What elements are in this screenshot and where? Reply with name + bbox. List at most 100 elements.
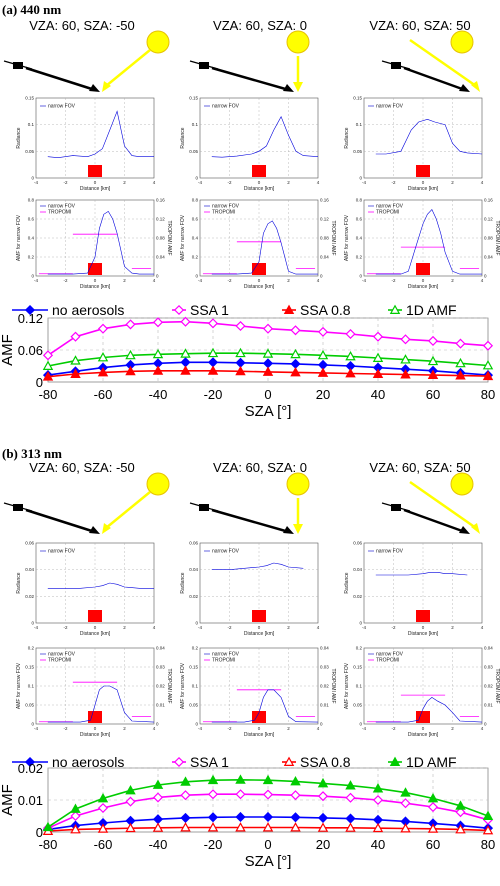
x-tick-label: 2 xyxy=(287,726,290,731)
x-tick-label: -40 xyxy=(149,387,168,402)
amf-distance-plot: -4 -2 0 2 400.050.10.150.200.010.020.030.04T… xyxy=(344,646,500,739)
legend-label: TROPOMI xyxy=(376,210,399,216)
x-tick-label: 0 xyxy=(264,837,271,852)
y-axis-label: AMF for narrow FOV xyxy=(180,662,186,709)
narrow-fov-curve xyxy=(375,572,468,576)
y-axis-label: Radiance xyxy=(344,572,350,593)
view-arrowhead xyxy=(89,526,100,534)
y-tick-label: 0.12 xyxy=(18,311,43,326)
data-point xyxy=(125,319,136,330)
narrow-fov-curve xyxy=(211,689,319,723)
x-tick-label: -20 xyxy=(204,837,223,852)
y-tick-label: 0.02 xyxy=(189,594,198,599)
view-arrowhead xyxy=(89,84,100,92)
data-point xyxy=(97,802,109,814)
view-arrowhead xyxy=(459,526,470,534)
x-tick-label: 40 xyxy=(371,837,385,852)
data-point xyxy=(290,348,301,359)
y-axis-label: Radiance xyxy=(16,572,22,593)
x-tick-label: 0 xyxy=(94,180,97,185)
x-tick-label: -60 xyxy=(94,837,113,852)
y-tick-label: 0.8 xyxy=(28,198,35,203)
data-point xyxy=(262,811,274,823)
y-axis-label: AMF for narrow FOV xyxy=(16,214,22,261)
x-tick-label: 2 xyxy=(287,278,290,283)
x-tick-label: -2 xyxy=(391,180,395,185)
y2-tick-label: 0.01 xyxy=(484,703,493,708)
sun-arrow xyxy=(409,38,477,88)
x-tick-label: -2 xyxy=(63,625,67,630)
data-point xyxy=(427,801,439,813)
y2-axis-label: TROPOMI AMF xyxy=(494,669,500,704)
legend-label: narrow FOV xyxy=(376,104,404,110)
data-point xyxy=(180,316,191,327)
radiance-plot: -4 -2 0 2 4 0 0.05 0.1 0.15 Distance [km] Radiance… xyxy=(180,96,320,193)
x-tick-label: 0 xyxy=(258,278,261,283)
y2-tick-label: 0.04 xyxy=(156,255,165,260)
amf-distance-plot: -4 -2 0 2 400.20.40.60.800.040.080.120.16TRO… xyxy=(344,198,500,291)
geometry-title: VZA: 60, SZA: 50 xyxy=(369,18,470,33)
view-arrow xyxy=(403,508,466,534)
series-1d-amf xyxy=(42,774,494,832)
y-tick-label: 0 xyxy=(195,176,198,181)
data-point xyxy=(97,352,109,362)
data-point xyxy=(235,347,246,358)
x-axis-label: Distance [km] xyxy=(80,732,111,738)
data-point xyxy=(173,304,185,316)
amf-distance-plot: -4 -2 0 2 400.20.40.60.800.040.080.120.16TRO… xyxy=(16,198,172,291)
x-tick-label: 0 xyxy=(422,180,425,185)
view-arrowhead xyxy=(459,84,470,92)
data-point xyxy=(262,822,274,832)
y-tick-label: 0.06 xyxy=(18,343,43,358)
y2-tick-label: 0.16 xyxy=(484,198,493,203)
x-tick-label: -2 xyxy=(227,278,231,283)
x-axis-label: Distance [km] xyxy=(244,732,275,738)
y2-tick-label: 0 xyxy=(320,722,323,727)
y2-tick-label: 0.08 xyxy=(156,236,165,241)
x-tick-label: 4 xyxy=(153,625,156,630)
narrow-fov-curve xyxy=(375,697,483,723)
data-point xyxy=(389,304,401,314)
y-tick-label: 0.15 xyxy=(25,96,34,101)
y-tick-label: 0.04 xyxy=(25,567,34,572)
x-axis-label: Distance [km] xyxy=(244,284,275,290)
x-tick-label: -2 xyxy=(391,726,395,731)
x-axis-label: Distance [km] xyxy=(408,284,439,290)
y-tick-label: 0 xyxy=(359,722,362,727)
y-axis-label: AMF xyxy=(0,334,16,366)
aerosol-box xyxy=(88,165,102,177)
x-tick-label: -2 xyxy=(227,625,231,630)
data-point xyxy=(152,792,164,803)
data-point xyxy=(97,366,109,377)
x-tick-label: 2 xyxy=(451,180,454,185)
x-tick-label: 4 xyxy=(317,625,320,630)
y-tick-label: 0.05 xyxy=(189,149,198,154)
amf-sza-plot: -80 -60 -40 -20 0 20 40 60 80 0 0.01 0.02 SZA [°] AMF xyxy=(0,761,495,870)
sun-icon xyxy=(146,472,170,496)
sun-icon xyxy=(450,472,474,496)
y-axis-label: AMF xyxy=(0,784,16,816)
data-point xyxy=(207,318,219,329)
legend-label: narrow FOV xyxy=(212,104,240,110)
y2-tick-label: 0.04 xyxy=(156,646,165,651)
x-tick-label: -4 xyxy=(34,625,38,630)
x-axis-label: Distance [km] xyxy=(244,631,275,637)
data-point xyxy=(24,304,36,316)
data-point xyxy=(180,365,191,375)
x-tick-label: 4 xyxy=(481,278,484,283)
y2-tick-label: 0.04 xyxy=(484,646,493,651)
x-tick-label: -20 xyxy=(204,387,223,402)
legend-label: 1D AMF xyxy=(406,754,457,770)
legend-label: no aerosols xyxy=(52,754,124,770)
y-tick-label: 0.2 xyxy=(356,646,363,651)
data-point xyxy=(290,790,301,801)
view-arrowhead xyxy=(283,84,294,92)
data-point xyxy=(97,823,109,833)
x-tick-label: -2 xyxy=(63,278,67,283)
data-point xyxy=(317,791,329,802)
y-axis-label: AMF for narrow FOV xyxy=(344,662,350,709)
x-tick-label: 4 xyxy=(481,180,484,185)
x-tick-label: 20 xyxy=(316,837,330,852)
data-point xyxy=(24,756,36,768)
y2-tick-label: 0.04 xyxy=(320,255,329,260)
